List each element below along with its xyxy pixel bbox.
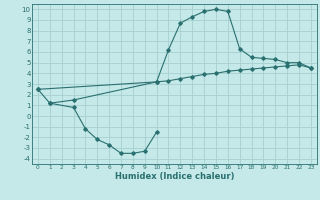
X-axis label: Humidex (Indice chaleur): Humidex (Indice chaleur) xyxy=(115,172,234,181)
